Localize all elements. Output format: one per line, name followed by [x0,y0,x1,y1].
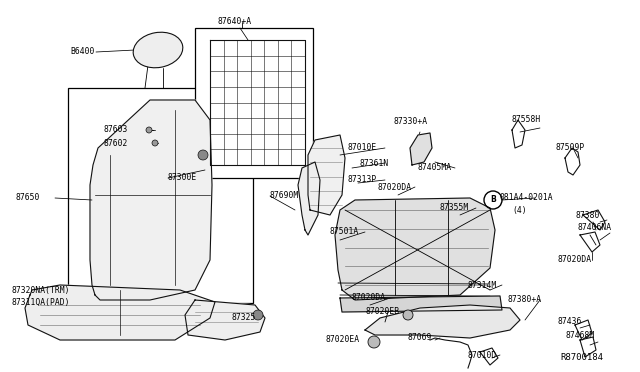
Text: 87558H: 87558H [512,115,541,125]
Text: 87320NA(TRM): 87320NA(TRM) [12,285,70,295]
Polygon shape [308,135,345,215]
Text: 87690M: 87690M [270,192,300,201]
Text: 87311QA(PAD): 87311QA(PAD) [12,298,70,307]
Circle shape [198,150,208,160]
Text: 87325: 87325 [232,314,257,323]
Circle shape [146,127,152,133]
Text: 87330+A: 87330+A [393,118,427,126]
Text: 87380: 87380 [575,211,600,219]
Text: 081A4-0201A: 081A4-0201A [500,193,554,202]
Circle shape [368,336,380,348]
Polygon shape [90,100,212,300]
Text: B6400: B6400 [70,48,95,57]
Text: 87020DA: 87020DA [352,294,386,302]
Polygon shape [185,300,265,340]
Circle shape [253,310,263,320]
Polygon shape [365,305,520,338]
Circle shape [403,310,413,320]
Text: 87020EA: 87020EA [325,336,359,344]
Polygon shape [298,162,320,235]
Text: 87405MA: 87405MA [418,164,452,173]
Text: 87300E: 87300E [168,173,197,183]
Text: 87020EB: 87020EB [365,308,399,317]
Text: 87361N: 87361N [360,158,389,167]
Text: 87010D: 87010D [468,350,497,359]
Text: (4): (4) [512,205,527,215]
Text: 87650: 87650 [15,193,40,202]
Text: 87020DA: 87020DA [558,256,592,264]
Text: 87069: 87069 [408,334,433,343]
Ellipse shape [133,32,183,68]
Text: R8700184: R8700184 [560,353,603,362]
Text: 87602: 87602 [103,138,127,148]
Text: B: B [490,196,496,205]
Text: 87313P: 87313P [348,176,377,185]
Text: 87468M: 87468M [565,331,595,340]
Text: 87436: 87436 [558,317,582,327]
Text: 87501A: 87501A [330,228,359,237]
Text: 87010E: 87010E [348,144,377,153]
Text: 87603: 87603 [103,125,127,135]
Text: 87640+A: 87640+A [218,17,252,26]
Circle shape [152,140,158,146]
Polygon shape [340,296,502,312]
Polygon shape [25,285,215,340]
Text: 87020DA: 87020DA [378,183,412,192]
FancyBboxPatch shape [195,28,313,178]
Text: 87380+A: 87380+A [508,295,542,305]
Text: 87509P: 87509P [555,144,584,153]
Polygon shape [335,198,495,300]
Polygon shape [410,133,432,165]
Text: 87355M: 87355M [440,203,469,212]
Text: 87406NA: 87406NA [578,224,612,232]
Text: 87314M: 87314M [468,280,497,289]
FancyBboxPatch shape [68,88,253,303]
